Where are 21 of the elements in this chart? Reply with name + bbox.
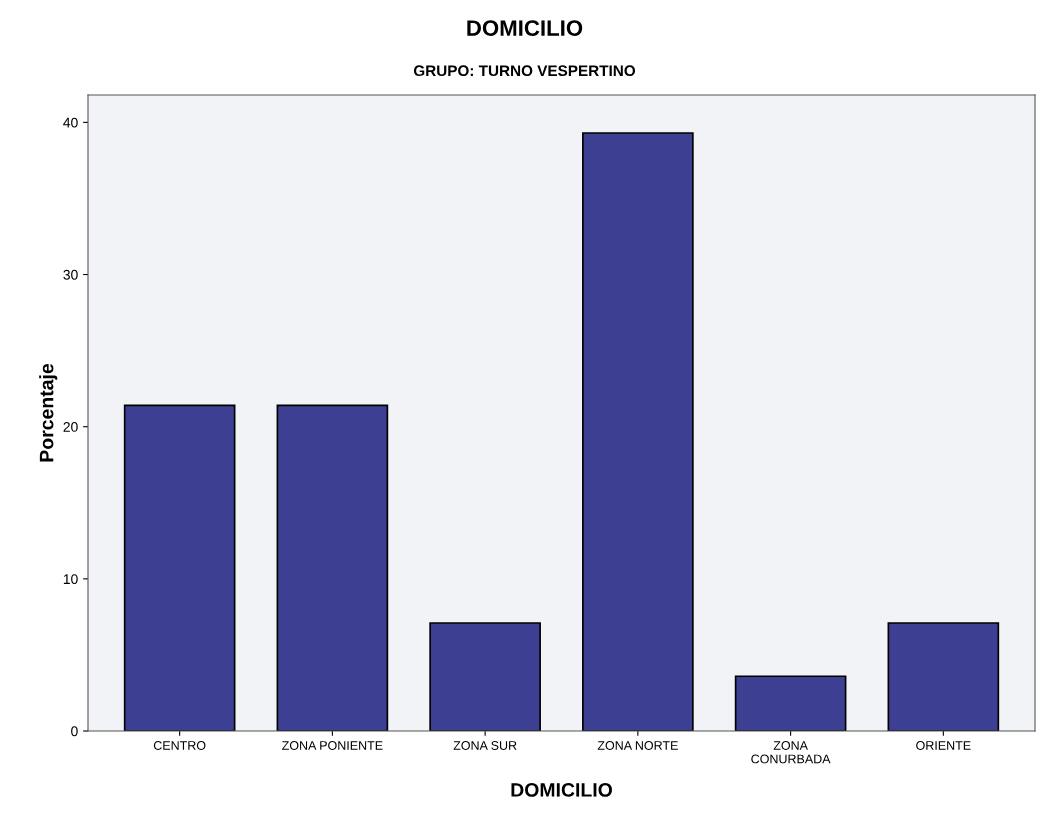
- bar: [429, 622, 541, 731]
- y-tick-label: 40: [63, 117, 78, 128]
- x-tick-label: ZONA NORTE: [597, 741, 678, 750]
- bar: [276, 404, 389, 731]
- x-tick-label: ORIENTE: [916, 741, 971, 750]
- x-axis-title: DOMICILIO: [511, 783, 612, 797]
- x-tick-label: ZONA PONIENTE: [282, 741, 383, 750]
- y-tick-label: 10: [63, 574, 78, 585]
- y-axis-title: Porcentaje: [39, 363, 58, 462]
- y-tick-label: 0: [71, 726, 78, 737]
- x-tick-label: CENTRO: [153, 741, 206, 750]
- y-tick-label: 30: [63, 269, 78, 280]
- x-tick-label: ZONA CONURBADA: [751, 741, 831, 764]
- y-tick-label: 20: [63, 422, 78, 432]
- bar: [887, 622, 1000, 731]
- bar: [734, 675, 847, 731]
- x-tick-label: ZONA SUR: [453, 741, 517, 750]
- chart-title: DOMICILIO: [467, 20, 583, 36]
- bar: [582, 132, 694, 731]
- chart-subtitle: GRUPO: TURNO VESPERTINO: [413, 65, 636, 77]
- bar: [123, 404, 236, 731]
